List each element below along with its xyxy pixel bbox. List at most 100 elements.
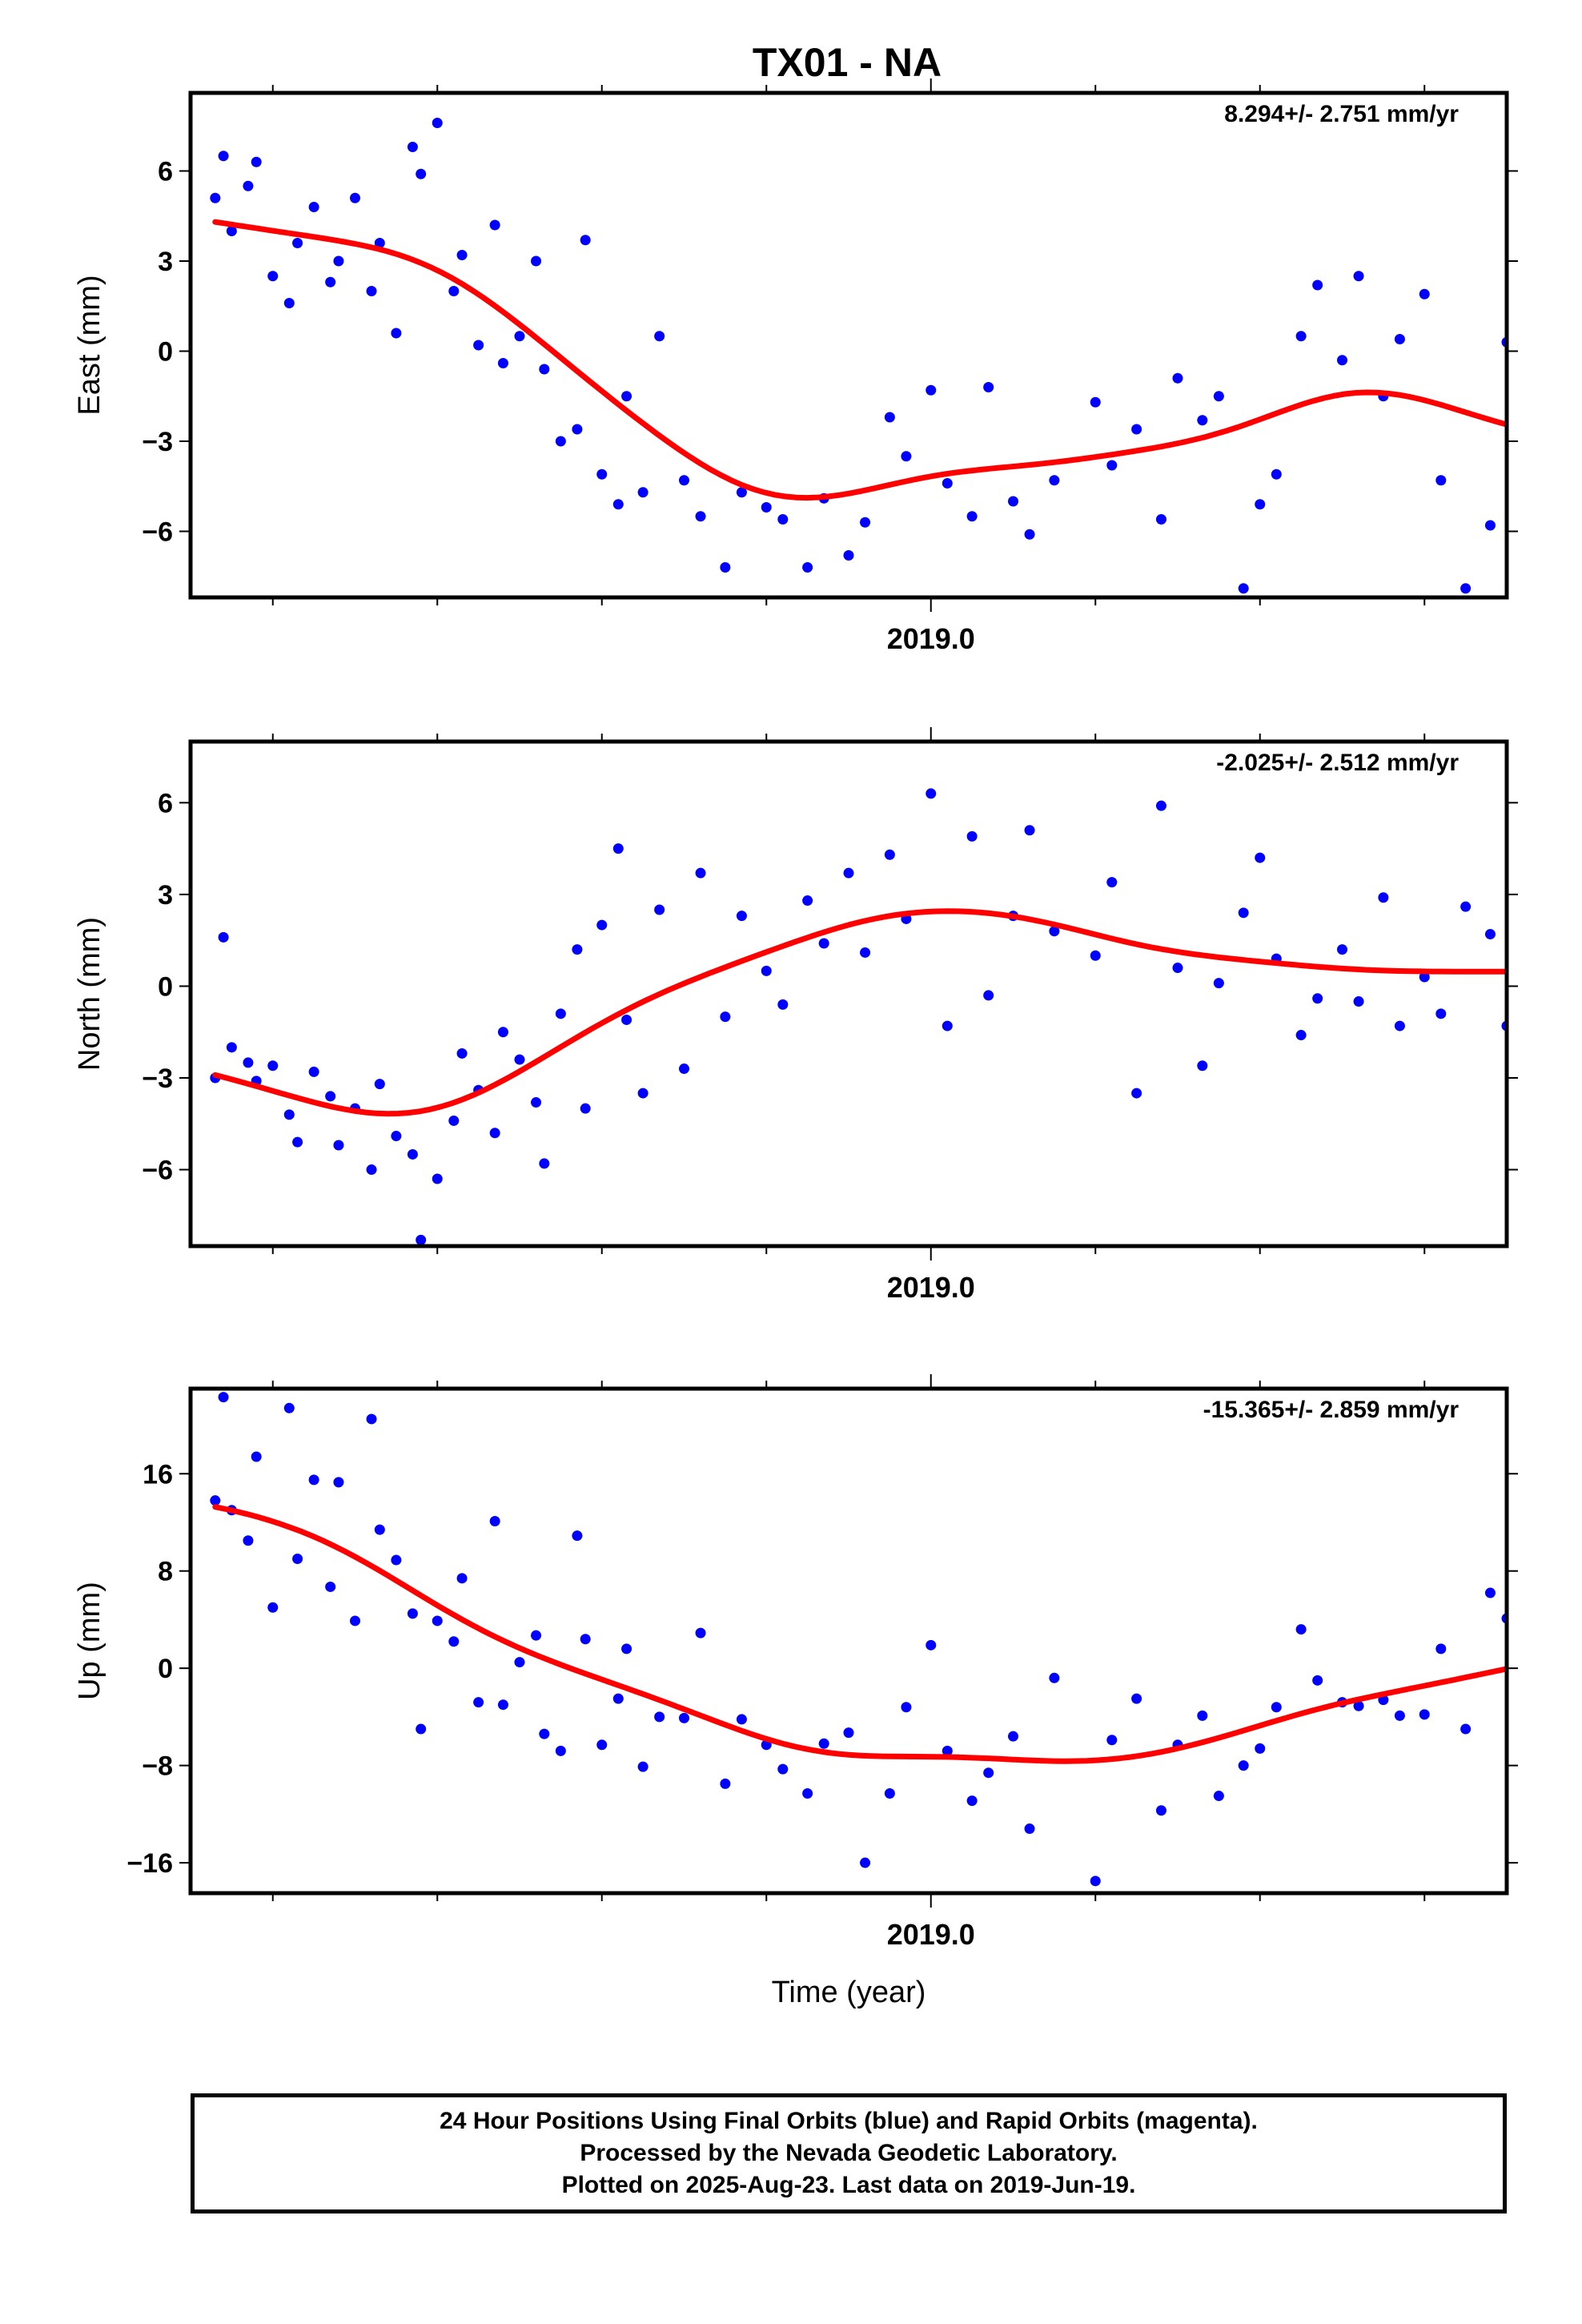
panel-up: 2019.0 16 8 0 −8 −16 Up (mm) -15.365+/- 2.859 m… [73, 1374, 1518, 2009]
data-point [432, 118, 443, 128]
data-point [1295, 1624, 1307, 1635]
data-point [514, 1054, 525, 1065]
data-point [308, 202, 319, 212]
data-point [1337, 355, 1347, 366]
data-point [1255, 499, 1266, 510]
data-point [1197, 415, 1208, 426]
data-point [695, 511, 706, 522]
data-point [777, 514, 789, 525]
data-point [884, 1788, 895, 1799]
data-point [391, 1131, 402, 1142]
data-point [218, 931, 229, 943]
y-tick-label: −3 [142, 1063, 173, 1094]
y-tick-label: 0 [158, 1654, 173, 1684]
data-point [966, 511, 978, 522]
data-point [333, 255, 344, 267]
data-point [210, 192, 221, 203]
data-point [555, 1008, 566, 1019]
data-point [292, 1136, 303, 1148]
data-point [308, 1066, 319, 1077]
data-points [210, 788, 1507, 1245]
data-point [448, 1115, 460, 1126]
data-point [432, 1615, 443, 1626]
data-point [654, 904, 665, 915]
data-point [580, 235, 591, 246]
panel-east: 2019.0 6 3 0 −3 −6 East (mm) 8.294+/- 2.751 mm/… [73, 78, 1518, 655]
y-axis-label: East (mm) [73, 275, 106, 415]
fit-curve [212, 1504, 1507, 1764]
data-point [531, 1097, 542, 1108]
data-point [1155, 800, 1166, 811]
data-point [366, 1413, 377, 1425]
data-point [267, 1060, 279, 1072]
data-point [926, 1639, 937, 1651]
data-point [637, 1761, 648, 1772]
data-point [572, 1530, 583, 1542]
data-point [1049, 926, 1060, 937]
data-point [966, 1795, 978, 1807]
data-point [942, 478, 953, 489]
data-points [210, 1392, 1507, 1887]
data-point [1049, 475, 1060, 486]
data-point [983, 990, 994, 1001]
data-point [1024, 529, 1035, 540]
data-point [637, 1088, 648, 1099]
plot-frame [188, 739, 1509, 1248]
data-point [679, 1712, 689, 1723]
data-point [366, 1164, 377, 1176]
data-point [761, 965, 772, 976]
data-point [243, 1535, 254, 1546]
data-point [497, 358, 508, 368]
data-point [325, 1091, 336, 1102]
data-point [514, 331, 525, 342]
data-point [1312, 279, 1323, 291]
data-point [539, 1158, 550, 1169]
plot-frame [188, 1386, 1509, 1896]
data-point [860, 947, 871, 958]
y-tick-label: 8 [158, 1557, 173, 1587]
data-point [1238, 1760, 1249, 1771]
data-point [1213, 1791, 1224, 1802]
data-point [720, 1011, 731, 1023]
data-point [1106, 460, 1118, 471]
data-point [695, 1627, 706, 1638]
data-point [1435, 1643, 1447, 1655]
data-point [1255, 1743, 1266, 1754]
data-point [1460, 901, 1472, 912]
data-point [1238, 583, 1249, 594]
x-axis-label: Time (year) [772, 1976, 926, 2009]
data-point [1197, 1710, 1208, 1721]
data-point [374, 238, 385, 248]
data-point [580, 1103, 591, 1114]
data-point [860, 517, 871, 528]
data-point [1090, 1876, 1101, 1887]
data-point [473, 1697, 484, 1708]
data-point [416, 168, 427, 179]
data-point [1394, 1020, 1405, 1031]
data-point [1238, 907, 1249, 919]
data-point [612, 1693, 624, 1704]
data-point [251, 1451, 262, 1462]
y-tick-label: −3 [142, 427, 173, 457]
y-tick-label: 16 [143, 1459, 173, 1490]
data-point [843, 1727, 854, 1739]
data-point [218, 1392, 229, 1403]
data-point [983, 382, 994, 392]
x-tick-label: 2019.0 [887, 1271, 975, 1304]
data-point [218, 151, 229, 162]
data-point [818, 1738, 829, 1749]
data-point [456, 1047, 468, 1059]
data-point [1024, 1823, 1035, 1835]
data-point [539, 364, 550, 375]
data-point [1271, 468, 1282, 480]
data-point [1049, 1672, 1060, 1683]
data-point [391, 328, 402, 339]
data-point [679, 475, 689, 486]
data-point [736, 911, 747, 922]
data-point [555, 436, 566, 447]
data-point [1255, 852, 1266, 863]
data-point [473, 340, 484, 351]
y-tick-label: −8 [142, 1751, 173, 1782]
x-tick-label: 2019.0 [887, 622, 975, 655]
